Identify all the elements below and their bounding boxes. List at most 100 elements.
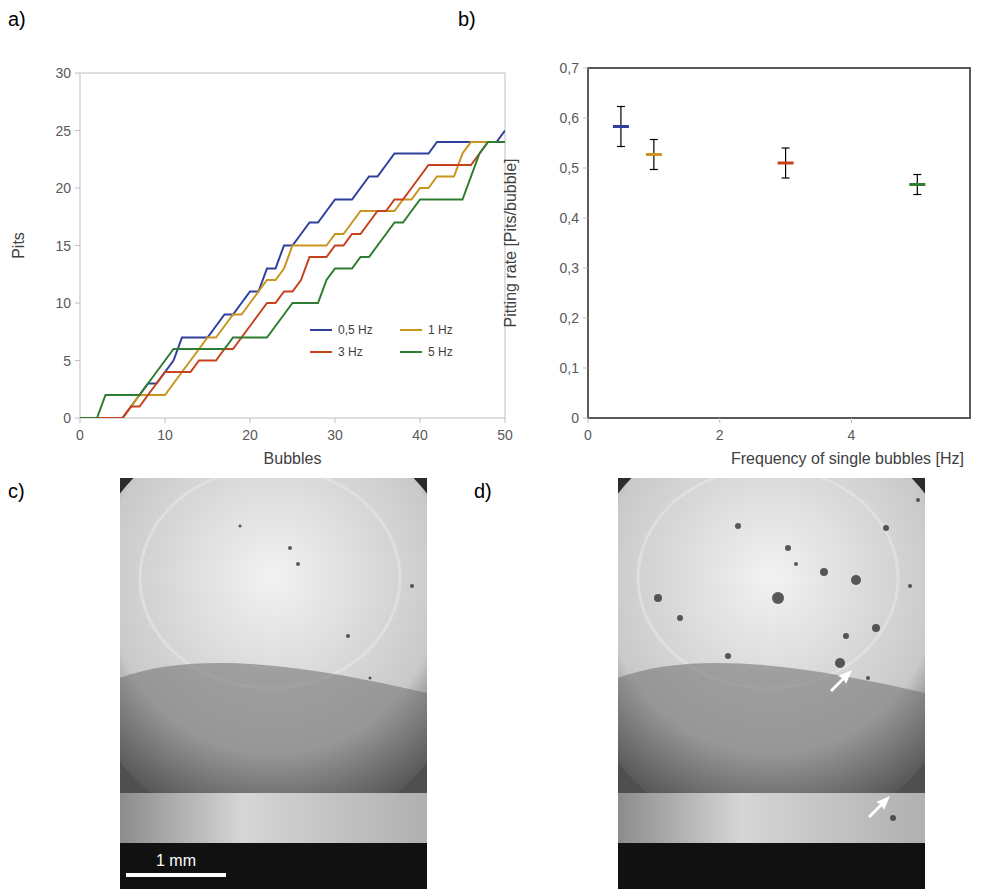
y-tick-label: 0 [63, 410, 71, 426]
x-tick [851, 418, 852, 423]
y-tick [75, 73, 80, 74]
pit [835, 658, 845, 668]
point-marker [909, 183, 925, 186]
x-tick-label: 20 [242, 427, 258, 443]
arrow [868, 796, 890, 818]
y-tick-label: 0,6 [560, 110, 580, 126]
x-tick-label: 30 [327, 427, 343, 443]
panel-line: a)05101520253001020304050PitsBubbles0,5 … [8, 8, 513, 467]
micrograph: d) [474, 418, 972, 889]
panel-scatter: b)00,10,20,30,40,50,60,7024Pitting rate … [458, 8, 970, 467]
y-tick-label: 0 [571, 410, 579, 426]
y-tick-label: 0,1 [560, 360, 580, 376]
y-tick-label: 20 [55, 180, 71, 196]
pit [851, 575, 861, 585]
series-line [80, 142, 505, 418]
x-tick [505, 418, 506, 423]
pit [296, 562, 300, 566]
y-axis-title: Pits [10, 232, 27, 259]
x-tick-label: 40 [412, 427, 428, 443]
panel-letter: c) [8, 480, 25, 502]
y-tick [583, 318, 588, 319]
illumination [120, 478, 427, 838]
pit [908, 584, 912, 588]
pit [872, 624, 880, 632]
legend-label: 0,5 Hz [338, 323, 373, 337]
pit [410, 584, 414, 588]
pit [883, 525, 889, 531]
y-tick-label: 5 [63, 353, 71, 369]
y-tick [583, 418, 588, 419]
x-tick-label: 4 [848, 427, 856, 443]
error-cap [650, 169, 658, 170]
error-cap [913, 194, 921, 195]
y-tick [75, 303, 80, 304]
y-tick [583, 368, 588, 369]
y-tick-label: 0,5 [560, 160, 580, 176]
error-cap [650, 139, 658, 140]
x-tick-label: 0 [584, 427, 592, 443]
legend-label: 5 Hz [428, 345, 453, 359]
point-marker [778, 162, 794, 165]
series-line [80, 142, 505, 418]
point-marker [613, 125, 629, 128]
x-axis-title: Frequency of single bubbles [Hz] [731, 450, 964, 467]
series-line [80, 131, 505, 419]
pit [654, 594, 662, 602]
y-tick [583, 268, 588, 269]
y-tick-label: 0,7 [560, 60, 580, 76]
x-tick [165, 418, 166, 423]
pit [239, 525, 242, 528]
plot-frame [80, 73, 505, 418]
pit [916, 498, 920, 502]
y-tick [75, 418, 80, 419]
dark-strip [618, 843, 925, 889]
edge-band [618, 793, 925, 843]
x-tick [588, 418, 589, 423]
y-tick [75, 188, 80, 189]
y-tick-label: 10 [55, 295, 71, 311]
y-tick-label: 15 [55, 238, 71, 254]
y-tick [75, 360, 80, 361]
pit [890, 815, 896, 821]
panel-letter: b) [458, 8, 476, 30]
scale-bar [126, 873, 226, 877]
pit [735, 523, 741, 529]
y-tick [583, 218, 588, 219]
x-tick [80, 418, 81, 423]
x-tick [420, 418, 421, 423]
panel-letter: a) [8, 8, 26, 30]
arrow [830, 670, 852, 692]
image-content [120, 478, 427, 889]
illumination [618, 478, 925, 838]
plot-frame [588, 68, 970, 418]
shadow [618, 663, 925, 793]
edge-band [120, 793, 427, 843]
pit [677, 615, 683, 621]
figure: a)05101520253001020304050PitsBubbles0,5 … [0, 0, 981, 889]
ring [140, 478, 400, 688]
y-tick [583, 118, 588, 119]
x-tick [250, 418, 251, 423]
y-tick-label: 0,3 [560, 260, 580, 276]
pit [772, 592, 784, 604]
dark-strip [120, 843, 427, 889]
x-tick [335, 418, 336, 423]
x-axis-title: Bubbles [264, 450, 322, 467]
y-tick-label: 0,2 [560, 310, 580, 326]
legend-swatch [310, 351, 332, 353]
marks [80, 131, 505, 419]
pit [369, 677, 372, 680]
pit [288, 546, 292, 550]
legend: 0,5 Hz1 Hz3 Hz5 Hz [310, 323, 453, 359]
y-tick-label: 0,4 [560, 210, 580, 226]
x-tick-label: 10 [157, 427, 173, 443]
error-cap [617, 146, 625, 147]
error-cap [782, 147, 790, 148]
shadow [120, 663, 427, 793]
y-tick [75, 130, 80, 131]
x-tick-label: 0 [76, 427, 84, 443]
image-content [618, 478, 925, 889]
ring [638, 478, 898, 688]
x-tick-label: 50 [497, 427, 513, 443]
